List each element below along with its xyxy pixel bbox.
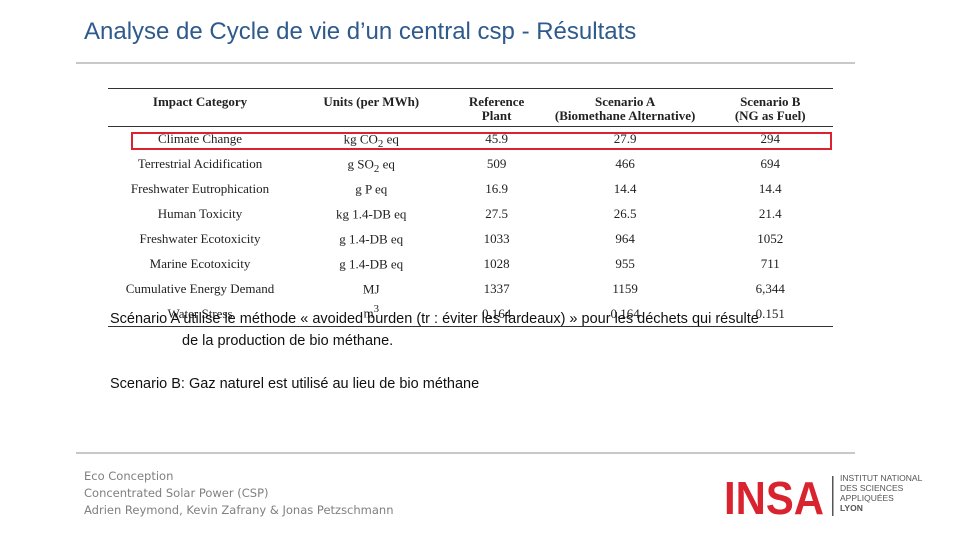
cell-category: Cumulative Energy Demand — [125, 280, 275, 296]
title-divider — [76, 62, 855, 64]
cell-scenario-a: 27.9 — [613, 131, 637, 147]
cell-scenario-a: 0.164 — [542, 301, 708, 328]
footer-divider — [76, 452, 855, 454]
insa-institution-text: INSTITUT NATIONAL DES SCIENCES APPLIQUÉE… — [840, 473, 923, 513]
scenario-b-note: Scenario B: Gaz naturel est utilisé au l… — [110, 376, 480, 392]
results-table-container: Impact Category Units (per MWh) Referenc… — [108, 88, 833, 328]
header-scenario-a: Scenario A (Biomethane Alternative) — [542, 89, 708, 127]
cell-scenario-a: 1159 — [612, 280, 638, 296]
cell-scenario-a: 26.5 — [613, 206, 637, 222]
footer: Eco Conception Concentrated Solar Power … — [84, 468, 394, 519]
cell-reference: 1337 — [483, 280, 510, 296]
results-table: Impact Category Units (per MWh) Referenc… — [108, 88, 833, 328]
cell-reference: 45.9 — [485, 131, 508, 147]
climate-change-highlight-box — [131, 132, 832, 150]
cell-category: Terrestrial Acidification — [137, 156, 263, 172]
cell-unit: kg CO2 eq — [343, 131, 399, 150]
scenario-a-note-line2: de la production de bio méthane. — [182, 333, 394, 349]
cell-reference: 0.164 — [450, 301, 543, 328]
table-header-row: Impact Category Units (per MWh) Referenc… — [108, 89, 833, 127]
cell-unit: kg 1.4-DB eq — [336, 206, 407, 222]
insa-logo: INSA — [724, 472, 834, 518]
footer-authors: Adrien Reymond, Kevin Zafrany & Jonas Pe… — [84, 503, 394, 517]
cell-unit: g SO2 eq — [347, 156, 395, 175]
cell-category: Freshwater Ecotoxicity — [139, 231, 261, 247]
cell-reference: 509 — [486, 156, 507, 172]
insa-wordmark: INSA — [724, 472, 824, 518]
cell-reference: 27.5 — [485, 206, 508, 222]
cell-category: Freshwater Eutrophication — [130, 181, 270, 197]
scenario-a-note-line1: Scénario A utilise le méthode « avoided … — [110, 311, 759, 327]
table-row: Water Stress m3 0.164 0.164 0.151 — [108, 301, 833, 328]
table-row: Terrestrial Acidification g SO2 eq 509 4… — [108, 152, 833, 177]
table-row: Climate Change kg CO2 eq 45.9 27.9 294 — [108, 127, 833, 152]
cell-reference: 1033 — [483, 231, 510, 247]
header-scenario-b: Scenario B (NG as Fuel) — [707, 89, 833, 127]
cell-unit: m3 — [292, 301, 451, 328]
cell-scenario-b: 711 — [760, 256, 780, 272]
cell-category: Human Toxicity — [157, 206, 243, 222]
cell-unit: g P eq — [355, 181, 388, 197]
header-units: Units (per MWh) — [292, 89, 451, 127]
cell-reference: 1028 — [483, 256, 510, 272]
table-row: Cumulative Energy Demand MJ 1337 1159 6,… — [108, 277, 833, 302]
cell-scenario-a: 964 — [615, 231, 635, 247]
cell-scenario-b: 1052 — [757, 231, 784, 247]
footer-course: Eco Conception — [84, 469, 174, 483]
cell-reference: 16.9 — [485, 181, 508, 197]
cell-scenario-b: 21.4 — [758, 206, 782, 222]
table-row: Marine Ecotoxicity g 1.4-DB eq 1028 955 … — [108, 252, 833, 277]
cell-scenario-b: 0.151 — [707, 301, 833, 328]
table-row: Human Toxicity kg 1.4-DB eq 27.5 26.5 21… — [108, 202, 833, 227]
cell-category: Marine Ecotoxicity — [149, 256, 251, 272]
cell-unit: MJ — [362, 280, 380, 296]
cell-category: Water Stress — [108, 301, 293, 328]
header-impact-category: Impact Category — [108, 89, 293, 127]
cell-scenario-a: 955 — [615, 256, 635, 272]
cell-category: Climate Change — [157, 131, 243, 147]
cell-scenario-b: 294 — [760, 131, 780, 147]
header-reference-plant: Reference Plant — [450, 89, 543, 127]
table-body: Climate Change kg CO2 eq 45.9 27.9 294 T… — [108, 127, 833, 328]
slide-title: Analyse de Cycle de vie d’un central csp… — [84, 18, 637, 45]
cell-unit: g 1.4-DB eq — [339, 231, 404, 247]
cell-unit: g 1.4-DB eq — [339, 255, 404, 271]
table-row: Freshwater Ecotoxicity g 1.4-DB eq 1033 … — [108, 227, 833, 252]
table-row: Freshwater Eutrophication g P eq 16.9 14… — [108, 177, 833, 202]
cell-scenario-a: 466 — [615, 156, 635, 172]
logo-separator — [832, 476, 834, 516]
cell-scenario-b: 694 — [760, 156, 780, 172]
footer-topic: Concentrated Solar Power (CSP) — [84, 486, 269, 500]
cell-scenario-b: 14.4 — [758, 181, 782, 197]
cell-scenario-b: 6,344 — [755, 280, 785, 296]
cell-scenario-a: 14.4 — [613, 181, 637, 197]
